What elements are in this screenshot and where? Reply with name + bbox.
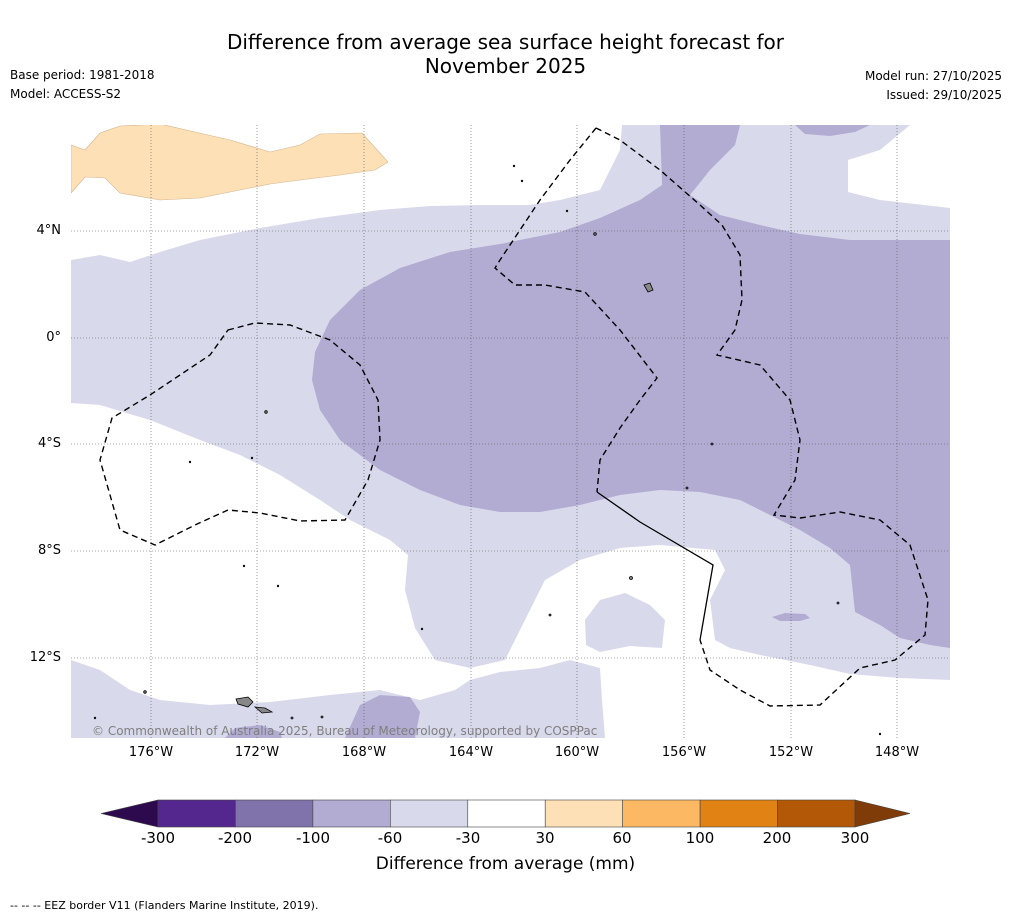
- lon-label-168w: 168°W: [341, 745, 387, 760]
- colorbar-segment: [467, 799, 546, 828]
- meta-left: Base period: 1981-2018 Model: ACCESS-S2: [10, 66, 155, 104]
- colorbar-segment: [235, 799, 314, 828]
- region-light-orange: [71, 125, 389, 201]
- lat-label-0: 0°: [46, 330, 61, 345]
- islands: [93, 164, 882, 736]
- island-dot: [264, 410, 268, 414]
- colorbar-segment: [777, 799, 856, 828]
- colorbar-tick-label: -30: [455, 829, 481, 847]
- region-medium-purple-south: [345, 695, 420, 738]
- colorbar-tick-label: -300: [140, 829, 176, 847]
- island-dot: [878, 732, 882, 736]
- base-period: Base period: 1981-2018: [10, 68, 155, 82]
- chart-title-line2: November 2025: [424, 54, 587, 78]
- island-dot: [242, 564, 246, 568]
- lat-label-4s: 4°S: [37, 436, 61, 451]
- island-dot: [685, 486, 689, 490]
- island-dot: [320, 715, 324, 719]
- lon-label-164w: 164°W: [448, 745, 494, 760]
- island-kiritimati: [643, 282, 654, 293]
- lat-label-12s: 12°S: [29, 650, 61, 665]
- colorbar-tick-label: -60: [377, 829, 403, 847]
- eez-border-phoenix: [494, 127, 658, 493]
- model-run: Model run: 27/10/2025: [864, 69, 1002, 83]
- colorbar-segment: [699, 799, 778, 828]
- region-light-purple-patch: [585, 593, 665, 652]
- region-medium-purple-ne: [795, 125, 870, 136]
- island-dot: [710, 442, 714, 446]
- eez-border-tokelau: [99, 322, 381, 546]
- lon-label-156w: 156°W: [661, 745, 707, 760]
- colorbar-segment: [390, 799, 469, 828]
- colorbar-segment: [157, 799, 236, 828]
- eez-footnote: -- -- -- EEZ border V11 (Flanders Marine…: [10, 899, 319, 912]
- colorbar-tick-label: 100: [685, 829, 715, 847]
- colorbar-segment: [544, 799, 623, 828]
- colorbar-tick-label: 300: [840, 829, 870, 847]
- island-dot: [512, 164, 516, 168]
- island-dot: [565, 209, 569, 213]
- solid-boundary-line: [596, 491, 714, 641]
- chart-title: Difference from average sea surface heig…: [0, 30, 1011, 78]
- lon-label-148w: 148°W: [874, 745, 920, 760]
- colorbar-segment: [622, 799, 701, 828]
- island-dot: [548, 613, 552, 617]
- eez-borders: [99, 127, 929, 707]
- region-medium-purple-sw: [225, 725, 282, 738]
- lat-label-4n: 4°N: [36, 223, 62, 238]
- lat-label-8s: 8°S: [37, 543, 61, 558]
- colorbar-tick-label: 200: [762, 829, 792, 847]
- island-dot: [93, 716, 97, 720]
- island-samoa-upolu: [235, 696, 254, 708]
- island-dot: [276, 584, 280, 588]
- colorbar-arrow-max: [854, 799, 911, 828]
- island-dot: [250, 456, 254, 460]
- graticule: [71, 125, 950, 738]
- island-dot: [629, 576, 633, 580]
- colorbar-segment: [312, 799, 391, 828]
- lon-label-160w: 160°W: [554, 745, 600, 760]
- island-dot: [290, 716, 294, 720]
- colorbar-arrow-min: [100, 799, 159, 828]
- colorbar-tick-label: -200: [217, 829, 253, 847]
- colorbar-title: Difference from average (mm): [375, 854, 636, 874]
- chart-title-line1: Difference from average sea surface heig…: [226, 30, 785, 54]
- colorbar: [100, 799, 911, 828]
- colorbar-tick-label: 60: [612, 829, 632, 847]
- eez-border-line-islands: [595, 127, 929, 707]
- island-dot: [520, 179, 524, 183]
- lon-label-176w: 176°W: [128, 745, 174, 760]
- lon-label-152w: 152°W: [768, 745, 814, 760]
- model-name: Model: ACCESS-S2: [10, 87, 122, 101]
- copyright-notice: © Commonwealth of Australia 2025, Bureau…: [92, 724, 598, 738]
- island-samoa-tutuila: [253, 706, 274, 714]
- issued-date: Issued: 29/10/2025: [886, 88, 1002, 102]
- colorbar-tick-label: -100: [295, 829, 331, 847]
- region-light-purple-south: [71, 660, 605, 738]
- island-dot: [593, 232, 597, 236]
- island-dot: [188, 460, 192, 464]
- meta-right: Model run: 27/10/2025 Issued: 29/10/2025: [865, 67, 1002, 105]
- colorbar-tick-label: 30: [535, 829, 555, 847]
- island-dot: [836, 601, 840, 605]
- lon-label-172w: 172°W: [234, 745, 280, 760]
- island-dot: [143, 690, 147, 694]
- island-dot: [420, 627, 424, 631]
